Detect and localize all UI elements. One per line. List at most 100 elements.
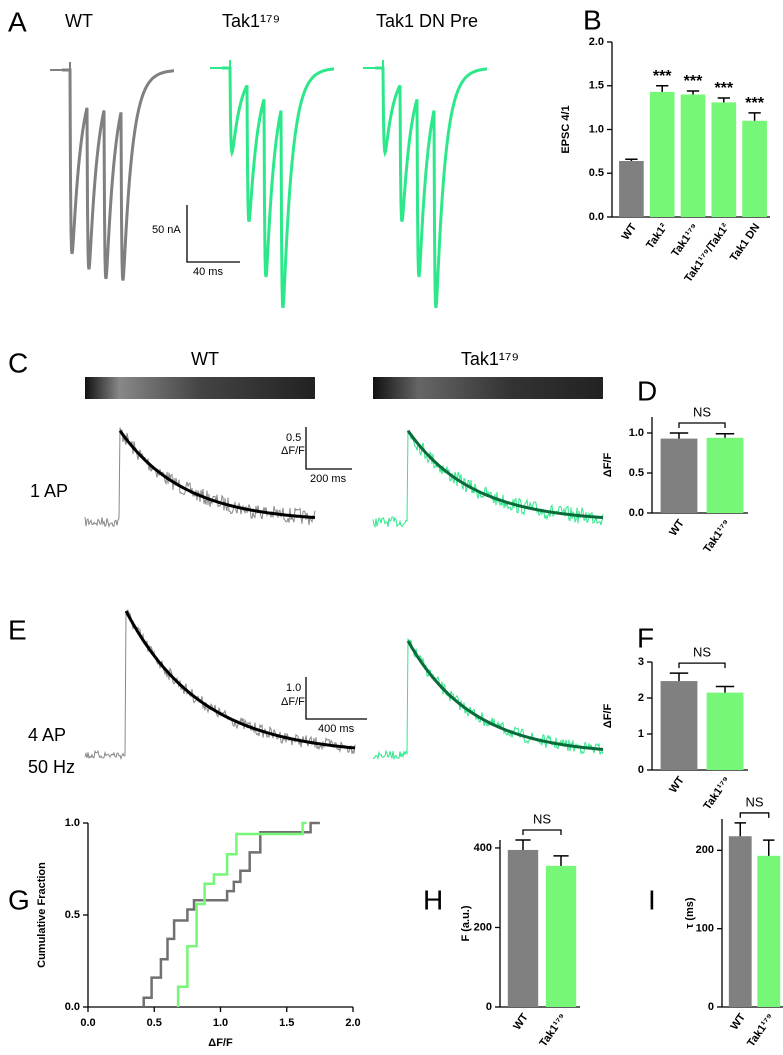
fit-curve: [118, 429, 316, 520]
scale-bar: [186, 205, 240, 263]
panel-letter: A: [8, 6, 27, 37]
error-bar: [734, 822, 746, 837]
scale-bar: [305, 677, 367, 720]
error-bar: [669, 672, 689, 682]
panel-letter: F: [637, 622, 654, 653]
y-tick-label: 0: [486, 1001, 492, 1013]
y-tick-label: 3: [638, 656, 644, 668]
significance-bracket: [739, 812, 770, 818]
fluorescence-trace: [84, 608, 356, 761]
bar: [649, 91, 675, 217]
x-axis-label: ΔF/F: [208, 1037, 233, 1049]
linescan-image: [85, 377, 315, 399]
significance-label: ***: [745, 95, 764, 112]
cumulative-line: [176, 821, 307, 1007]
x-tick-label: Tak1²: [644, 221, 670, 251]
x-tick-label: WT: [667, 774, 687, 795]
y-tick-label: 1.0: [65, 817, 80, 829]
error-bar: [717, 97, 730, 103]
stim-artifact: [363, 60, 384, 76]
panel-letter: H: [423, 884, 443, 915]
significance-label: NS: [745, 794, 763, 809]
panel-letter: I: [648, 884, 656, 915]
x-tick-label: WT: [620, 221, 640, 242]
y-axis-label: ΔF/F: [602, 704, 614, 729]
scale-label: ΔF/F: [281, 696, 305, 708]
y-tick-label: 100: [696, 923, 714, 935]
scale-label: 400 ms: [318, 723, 355, 735]
y-axis-label: ΔF/F: [602, 453, 614, 478]
scale-label: 40 ms: [193, 266, 223, 278]
y-tick-label: 400: [474, 842, 492, 854]
x-tick-label: Tak1¹⁷⁹: [537, 1012, 568, 1050]
scale-label: ΔF/F: [281, 445, 305, 457]
x-tick-label: Tak1¹⁷⁹: [701, 775, 732, 813]
trace-label: Tak1 DN Pre: [376, 11, 478, 31]
error-bar: [748, 112, 761, 121]
trace-label: WT: [191, 349, 219, 369]
significance-label: NS: [533, 811, 551, 826]
y-tick-label: 2.0: [589, 36, 604, 48]
bar: [742, 120, 767, 217]
error-bar: [515, 839, 531, 850]
x-tick-label: WT: [728, 1011, 748, 1032]
y-tick-label: 0: [708, 1001, 714, 1013]
error-bar: [763, 839, 775, 856]
scale-bar: [305, 427, 352, 470]
bar: [545, 865, 577, 1007]
y-tick-label: 0.0: [589, 211, 604, 223]
bar: [711, 102, 737, 217]
y-tick-label: 1.5: [589, 80, 604, 92]
y-tick-label: 200: [474, 921, 492, 933]
panel-letter: C: [8, 347, 28, 378]
y-tick-label: 0.5: [629, 467, 644, 479]
stim-artifact: [210, 60, 231, 76]
fit-curve: [406, 640, 604, 751]
fit-curve: [406, 429, 604, 520]
y-tick-label: 0.0: [629, 507, 644, 519]
scale-label: 200 ms: [310, 473, 347, 485]
error-bar: [669, 432, 689, 439]
error-bar: [715, 685, 735, 693]
x-tick-label: 0.0: [80, 1017, 95, 1029]
error-bar: [656, 85, 669, 92]
bar: [660, 681, 698, 770]
bar: [507, 849, 539, 1007]
x-tick-label: 1.0: [213, 1017, 228, 1029]
y-tick-label: 200: [696, 844, 714, 856]
y-tick-label: 1.0: [589, 123, 604, 135]
current-trace: [62, 68, 174, 281]
x-tick-label: Tak1¹⁷⁹: [669, 222, 700, 260]
y-tick-label: 0: [638, 764, 644, 776]
y-tick-label: 1.0: [629, 427, 644, 439]
error-bar: [715, 433, 735, 438]
linescan-image: [373, 377, 603, 399]
scale-label: 50 nA: [152, 224, 181, 236]
panel-letter: G: [8, 884, 30, 915]
x-tick-label: WT: [667, 517, 687, 538]
y-axis-label: Cumulative Fraction: [36, 862, 48, 968]
y-axis-label: EPSC 4/1: [560, 105, 572, 153]
bar: [757, 855, 781, 1007]
trace-label: WT: [65, 11, 93, 31]
significance-label: ***: [653, 68, 672, 85]
cumulative-line: [142, 821, 320, 1007]
significance-bracket: [678, 422, 726, 428]
error-bar: [625, 158, 638, 161]
significance-label: NS: [693, 404, 711, 419]
x-tick-label: 0.5: [147, 1017, 162, 1029]
fluorescence-trace: [372, 637, 604, 761]
x-tick-label: Tak1 DN: [728, 221, 763, 263]
y-tick-label: 1: [638, 728, 644, 740]
significance-bracket: [522, 829, 562, 835]
panel-letter: D: [637, 375, 657, 406]
x-tick-label: 2.0: [345, 1017, 360, 1029]
bar: [706, 692, 744, 770]
y-axis-label: F (a.u.): [460, 905, 472, 941]
error-bar: [553, 855, 569, 866]
panel-letter: E: [8, 614, 27, 645]
row-label: 1 AP: [30, 481, 68, 501]
y-tick-label: 0.0: [65, 1001, 80, 1013]
significance-bracket: [678, 662, 726, 669]
